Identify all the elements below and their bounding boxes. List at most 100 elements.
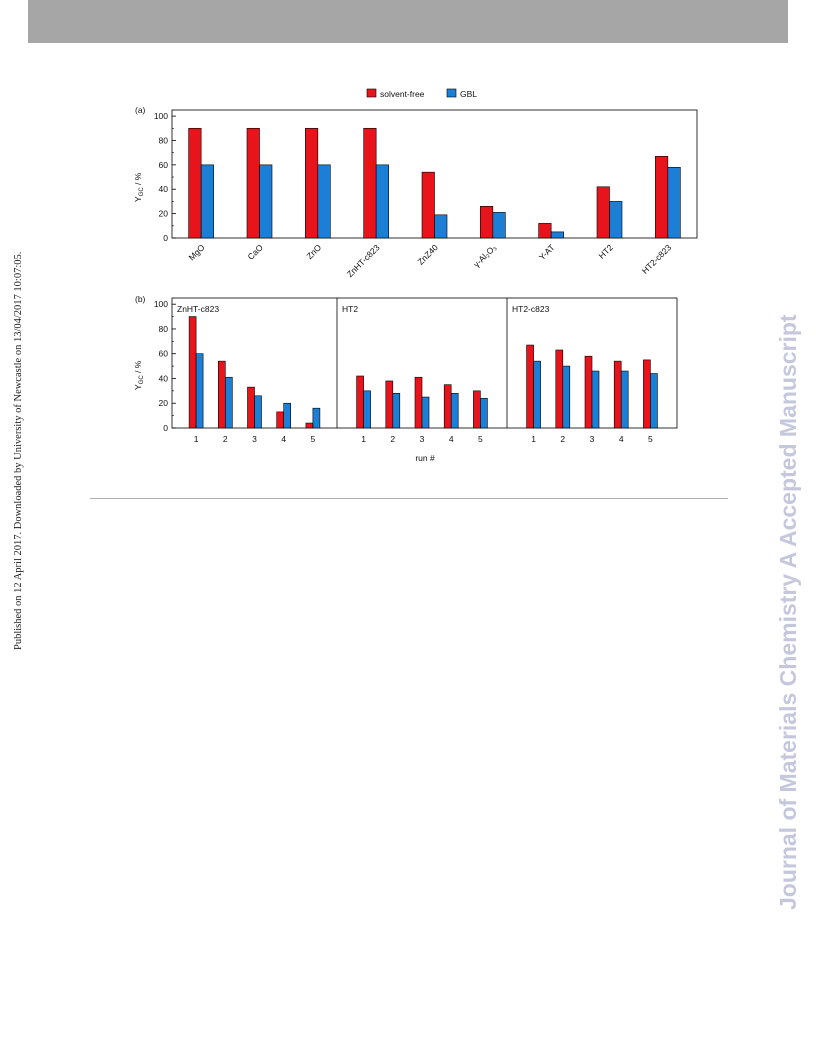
panel-b-bar-gbl [363,390,371,429]
panel-a-y-tick-label: 20 [159,209,169,219]
panel-a-bar-gbl [259,164,273,239]
panel-b-bar-gbl [421,396,430,429]
panel-a-x-tick-label: Y-AT [537,242,557,262]
panel-a-x-tick-label: HT2 [596,242,615,261]
panel-a-x-tick-label: MgO [186,242,206,262]
panel-b-bar-gbl [620,370,629,429]
panel-b-bar-gbl [392,393,401,429]
legend-swatch-gbl [446,88,457,98]
panel-b-x-tick-label: 5 [478,434,483,444]
panel-a-y-tick-label: 0 [163,233,168,243]
panel-b-bar-solvent-free [526,344,534,429]
panel-b-bar-solvent-free [276,411,285,429]
panel-b-bar-solvent-free [188,316,197,429]
panel-a-bar-gbl [434,214,448,239]
panel-a-x-tick-label: CaO [245,242,265,262]
panel-a-bar-solvent-free [246,127,260,239]
panel-b-y-tick-label: 0 [163,423,168,433]
panel-a-y-axis: 0 20 40 60 80 100 [154,111,176,243]
panel-a-x-tick-label: ZnHT-c823 [345,242,382,279]
panel-a-bar-gbl [492,212,506,239]
panel-a-y-label: YGC / % [133,172,145,202]
panel-b-y-axis: 0 20 40 60 80 100 [154,299,176,433]
panel-a: (a) 0 20 40 60 80 100 YGC / % MgO CaO ZnO ZnHT-c… [133,105,698,279]
panel-b-x-axis: 1 2 3 4 5 1 2 3 4 5 1 2 3 4 5 [194,425,653,444]
panel-b-bars [188,316,658,429]
panel-b-y-tick-label: 80 [159,324,169,334]
footer-divider [90,498,728,499]
panel-b-bar-gbl [533,360,541,429]
panel-b-x-tick-label: 5 [648,434,653,444]
panel-b-x-label: run # [415,453,435,463]
panel-b-bar-solvent-free [555,349,564,429]
panel-b-x-tick-label: 4 [449,434,454,444]
panel-b-bar-solvent-free [443,384,452,429]
panel-a-bars [188,127,681,239]
panel-b-y-tick-label: 20 [159,398,169,408]
panel-b-bar-solvent-free [643,359,651,429]
panel-a-bar-solvent-free [188,127,202,239]
panel-a-bar-solvent-free [363,127,377,239]
panel-b-x-tick-label: 4 [619,434,624,444]
panel-b-bar-gbl [650,373,658,429]
panel-a-bar-gbl [609,201,623,239]
panel-a-bar-solvent-free [596,186,610,239]
panel-b-x-tick-label: 4 [281,434,286,444]
panel-b-bar-solvent-free [218,360,226,429]
panel-a-bar-solvent-free [421,171,435,239]
panel-b-x-tick-label: 3 [590,434,595,444]
panel-a-bar-solvent-free [538,223,552,239]
panel-a-bar-gbl [317,164,331,239]
panel-b-bar-solvent-free [613,360,622,429]
panel-a-y-tick-label: 40 [159,184,169,194]
panel-b-bar-gbl [450,393,459,429]
panel-b-bar-gbl [562,365,571,429]
panel-b-bar-gbl [254,395,262,429]
panel-a-bar-solvent-free [480,206,494,239]
panel-a-bar-solvent-free [305,127,319,239]
panel-b-x-tick-label: 3 [420,434,425,444]
panel-b-y-tick-label: 60 [159,349,169,359]
panel-a-y-tick-label: 60 [159,160,169,170]
panel-b: (b) ZnHT-c823 HT2 HT2-c823 020406080100 … [133,294,678,463]
legend: solvent-free GBL [366,88,477,99]
legend-label-gbl: GBL [460,89,477,99]
panel-a-x-tick-label: ZnO [304,242,323,261]
panel-b-bar-solvent-free [473,390,481,429]
legend-swatch-solvent-free [366,88,377,98]
panel-b-label: (b) [135,294,146,304]
panel-b-bar-solvent-free [356,375,364,429]
panel-a-y-tick-label: 100 [154,111,168,121]
panel-b-y-label: YGC / % [133,360,145,390]
panel-a-label: (a) [135,105,146,115]
panel-b-x-tick-label: 2 [560,434,565,444]
panel-a-bar-solvent-free [655,156,669,239]
panel-b-bar-solvent-free [584,355,593,429]
panel-a-x-axis: MgO CaO ZnO ZnHT-c823 ZnZ40 γ-Al₂O₃ Y-AT HT2 HT2… [186,235,673,279]
panel-b-bar-solvent-free [305,422,314,429]
panel-a-bar-gbl [200,164,214,239]
panel-b-bar-gbl [283,402,292,429]
panel-b-x-tick-label: 1 [361,434,366,444]
panel-b-x-tick-label: 1 [531,434,536,444]
panel-b-x-tick-label: 2 [390,434,395,444]
panel-b-bar-solvent-free [385,380,394,429]
panel-b-y-tick-label: 40 [159,373,169,383]
panel-b-bar-solvent-free [414,376,423,429]
panel-b-bar-gbl [312,407,321,429]
panel-b-bar-gbl [480,397,488,429]
panel-b-group-title-1: ZnHT-c823 [177,304,219,314]
panel-b-bar-gbl [195,353,204,429]
panel-b-x-tick-label: 5 [311,434,316,444]
panel-b-bar-gbl [591,370,600,429]
panel-b-y-tick-label: 100 [154,299,168,309]
panel-b-bar-gbl [225,376,233,429]
panel-a-bar-gbl [375,164,389,239]
panel-a-bar-gbl [550,231,564,239]
panel-a-x-tick-label: ZnZ40 [415,242,440,267]
panel-a-x-tick-label: HT2-c823 [640,242,674,276]
header-bar [28,0,788,43]
panel-a-x-tick-label: γ-Al₂O₃ [471,242,498,269]
panel-a-bar-gbl [667,166,681,239]
